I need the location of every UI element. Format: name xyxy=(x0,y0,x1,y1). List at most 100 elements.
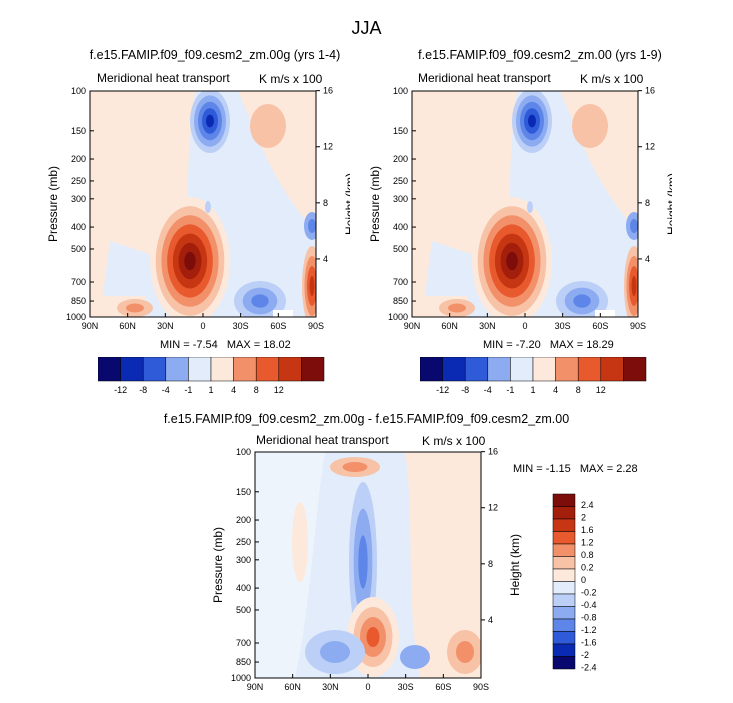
x-tick-label: 60N xyxy=(441,321,458,331)
y-tick-label: 400 xyxy=(393,222,408,232)
colorbar-box xyxy=(98,357,121,382)
y-tick-label: 100 xyxy=(71,86,86,96)
y2-tick-label: 8 xyxy=(323,198,328,208)
colorbar-box xyxy=(600,357,624,382)
colorbar-label: 2.4 xyxy=(581,500,594,510)
x-tick-label: 90S xyxy=(630,321,646,331)
x-tick-label: 60S xyxy=(435,682,451,692)
y2-axis-label: Height (km) xyxy=(508,534,522,596)
x-tick-label: 30N xyxy=(322,682,339,692)
y-tick-label: 150 xyxy=(236,487,251,497)
y-tick-label: 150 xyxy=(393,126,408,136)
panel-3-min-value: -1.15 xyxy=(545,463,571,475)
panel-2-minmax: MIN = -7.20 MAX = 18.29 xyxy=(483,339,614,351)
panel-1-min-value: -7.54 xyxy=(192,339,218,351)
colorbar-box xyxy=(555,357,579,382)
y2-tick-label: 16 xyxy=(488,447,498,457)
y2-tick-label: 8 xyxy=(645,198,650,208)
colorbar-box xyxy=(552,631,576,645)
panel-1-left-label: Meridional heat transport xyxy=(97,71,230,85)
colorbar-label: -12 xyxy=(114,385,127,395)
y-tick-label: 400 xyxy=(236,583,251,593)
y2-tick-label: 4 xyxy=(645,254,650,264)
colorbar-box xyxy=(552,506,576,520)
panel-2-max-label: MAX = xyxy=(549,339,584,351)
colorbar-box xyxy=(552,606,576,620)
colorbar-box xyxy=(552,643,576,657)
panel-3-colorbar: 2.4 2 1.6 1.2 0.8 0.2 0 -0.2 -0.4 -0.8 -1.2 -1.6 -2 -… xyxy=(552,493,597,673)
x-tick-label: 60N xyxy=(119,321,136,331)
colorbar-box xyxy=(210,357,234,382)
panel-3-chart: 90N 60N 30N 0 30S 60S 90S 100 150 200 250 300 400 500… xyxy=(211,447,522,692)
y-tick-label: 850 xyxy=(236,657,251,667)
y-tick-label: 200 xyxy=(393,154,408,164)
y-tick-label: 300 xyxy=(393,194,408,204)
colorbar-box xyxy=(120,357,144,382)
x-tick-label: 60S xyxy=(270,321,286,331)
y-tick-label: 150 xyxy=(71,126,86,136)
y-tick-label: 300 xyxy=(71,194,86,204)
colorbar-box xyxy=(188,357,212,382)
field-shading xyxy=(90,91,316,317)
y2-tick-label: 16 xyxy=(645,86,655,96)
colorbar-box xyxy=(552,531,576,545)
colorbar-box xyxy=(552,543,576,557)
colorbar-label: -1 xyxy=(506,385,514,395)
y-tick-label: 300 xyxy=(236,555,251,565)
x-tick-label: 30S xyxy=(398,682,414,692)
y-tick-label: 850 xyxy=(393,296,408,306)
colorbar-label: 12 xyxy=(596,385,606,395)
colorbar-label: -12 xyxy=(436,385,449,395)
y-tick-label: 850 xyxy=(71,296,86,306)
panel-1-min-label: MIN = xyxy=(160,339,190,351)
colorbar-label: 2 xyxy=(581,513,586,523)
panel-3-min-label: MIN = xyxy=(513,463,543,475)
x-tick-label: 0 xyxy=(522,321,527,331)
y-tick-label: 1000 xyxy=(388,312,408,322)
y2-tick-label: 8 xyxy=(488,559,493,569)
colorbar-label: -8 xyxy=(139,385,147,395)
colorbar-label: 1 xyxy=(530,385,535,395)
y-tick-label: 500 xyxy=(236,605,251,615)
colorbar-label: -4 xyxy=(484,385,492,395)
colorbar-label: -2 xyxy=(581,650,589,660)
colorbar-label: 12 xyxy=(274,385,284,395)
y-tick-label: 200 xyxy=(71,154,86,164)
panel-2-right-label: K m/s x 100 xyxy=(580,72,644,86)
colorbar-label: -2.4 xyxy=(581,663,597,673)
panel-1-max-value: 18.02 xyxy=(263,339,291,351)
colorbar-box xyxy=(552,618,576,632)
panel-2-max-value: 18.29 xyxy=(586,339,614,351)
field-shading xyxy=(255,452,481,678)
colorbar-box xyxy=(278,357,302,382)
colorbar-box xyxy=(442,357,466,382)
colorbar-label: -0.4 xyxy=(581,600,597,610)
colorbar-label: -4 xyxy=(162,385,170,395)
colorbar-box xyxy=(552,493,576,507)
colorbar-label: -1 xyxy=(184,385,192,395)
y2-tick-label: 12 xyxy=(645,142,655,152)
colorbar-box xyxy=(552,593,576,607)
panel-2-chart: 90N 60N 30N 0 30S 60S 90S 100 150 200 250 300 400 500… xyxy=(368,86,672,331)
colorbar-label: 4 xyxy=(231,385,236,395)
colorbar-label: 0.2 xyxy=(581,563,594,573)
panel-2-title: f.e15.FAMIP.f09_f09.cesm2_zm.00 (yrs 1-9… xyxy=(418,48,662,62)
y-tick-label: 250 xyxy=(236,537,251,547)
panel-3-right-label: K m/s x 100 xyxy=(422,434,486,448)
colorbar-label: 4 xyxy=(553,385,558,395)
colorbar-label: -0.8 xyxy=(581,613,597,623)
colorbar-box xyxy=(532,357,556,382)
colorbar-box xyxy=(552,556,576,570)
colorbar-label: 1.6 xyxy=(581,525,594,535)
x-tick-label: 60N xyxy=(284,682,301,692)
field-shading xyxy=(412,91,638,317)
y2-axis-label: Height (km) xyxy=(665,173,672,235)
colorbar-box xyxy=(142,357,167,382)
colorbar-label: 1 xyxy=(208,385,213,395)
panel-2-plot: 90N 60N 30N 0 30S 60S 90S 100 150 200 250 300 400 500… xyxy=(368,86,672,331)
panel-1-plot: 90N 60N 30N 0 30S 60S 90S 100 150 200 250 300 400 500… xyxy=(46,86,350,331)
y-tick-label: 100 xyxy=(236,447,251,457)
y-tick-label: 700 xyxy=(236,638,251,648)
panel-1-minmax: MIN = -7.54 MAX = 18.02 xyxy=(160,339,291,351)
panel-2-min-value: -7.20 xyxy=(515,339,541,351)
